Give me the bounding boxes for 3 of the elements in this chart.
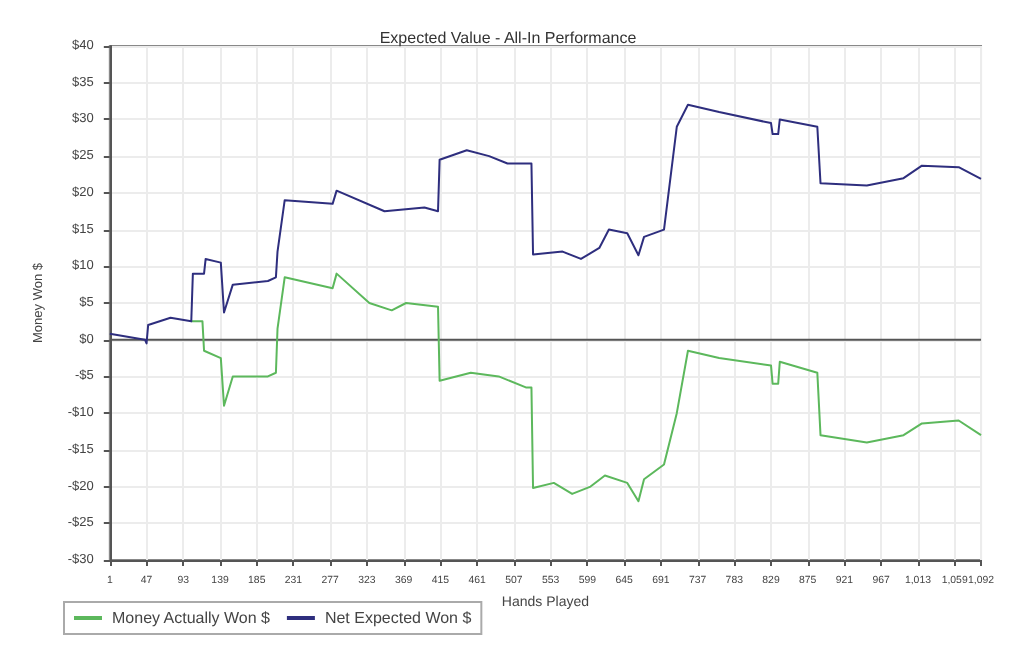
legend-label: Net Expected Won $	[324, 609, 473, 627]
chart-title: Expected Value - All-In Performance	[379, 29, 638, 47]
legend-label: Money Actually Won $	[112, 609, 272, 627]
